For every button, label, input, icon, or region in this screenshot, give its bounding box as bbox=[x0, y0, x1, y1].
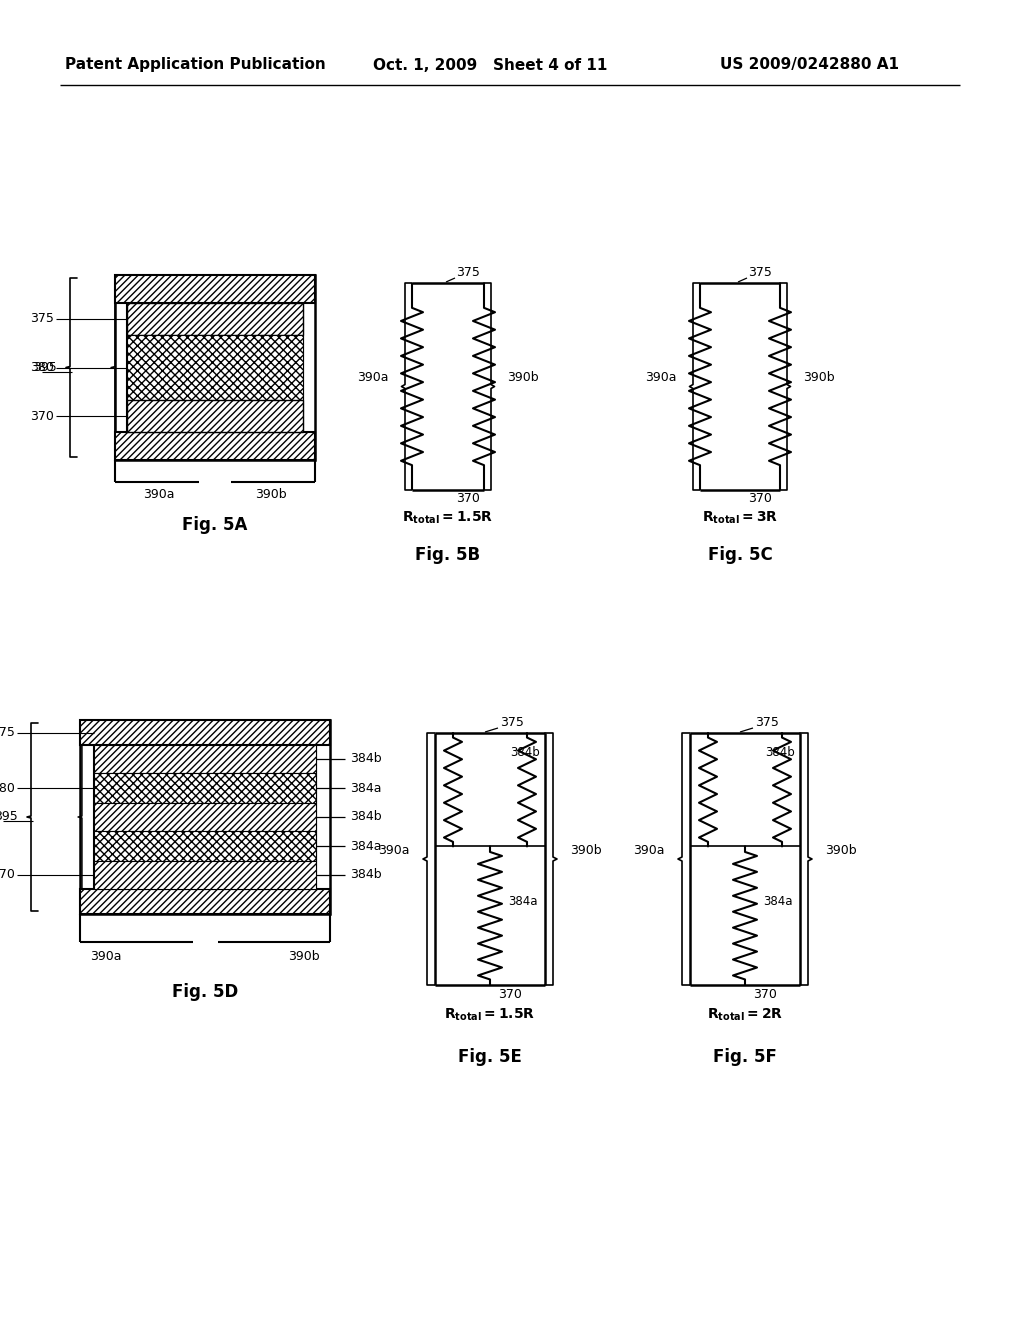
Text: Fig. 5B: Fig. 5B bbox=[416, 546, 480, 564]
Text: 384a: 384a bbox=[508, 895, 538, 908]
Bar bbox=[80, 719, 330, 744]
Text: 390b: 390b bbox=[507, 371, 539, 384]
Bar bbox=[94, 861, 316, 888]
Text: 375: 375 bbox=[456, 267, 480, 280]
Bar bbox=[115, 432, 315, 459]
Text: $\mathbf{R_{total} = 3R}$: $\mathbf{R_{total} = 3R}$ bbox=[701, 510, 778, 527]
Bar bbox=[127, 304, 303, 335]
Text: Fig. 5A: Fig. 5A bbox=[182, 516, 248, 535]
Text: Fig. 5C: Fig. 5C bbox=[708, 546, 772, 564]
Bar bbox=[127, 335, 303, 400]
Bar bbox=[115, 275, 315, 304]
Text: 375: 375 bbox=[30, 313, 54, 326]
Text: 390a: 390a bbox=[645, 371, 677, 384]
Text: 390b: 390b bbox=[289, 949, 319, 962]
Text: 395: 395 bbox=[0, 810, 18, 824]
Text: 390a: 390a bbox=[357, 371, 389, 384]
Text: 380: 380 bbox=[30, 360, 54, 374]
Text: 390b: 390b bbox=[255, 488, 287, 502]
Text: Fig. 5D: Fig. 5D bbox=[172, 983, 239, 1001]
Bar bbox=[127, 400, 303, 432]
Text: 390b: 390b bbox=[570, 843, 602, 857]
Text: $\mathbf{R_{total} = 2R}$: $\mathbf{R_{total} = 2R}$ bbox=[707, 1007, 783, 1023]
Text: Oct. 1, 2009   Sheet 4 of 11: Oct. 1, 2009 Sheet 4 of 11 bbox=[373, 58, 607, 73]
Text: Fig. 5F: Fig. 5F bbox=[713, 1048, 777, 1067]
Text: 370: 370 bbox=[30, 409, 54, 422]
Text: 384b: 384b bbox=[350, 752, 382, 766]
Text: 375: 375 bbox=[0, 726, 15, 739]
Bar bbox=[94, 744, 316, 774]
Text: 375: 375 bbox=[755, 717, 779, 730]
Text: 395: 395 bbox=[33, 360, 57, 374]
Text: 384b: 384b bbox=[350, 810, 382, 824]
Bar bbox=[80, 888, 330, 913]
Bar bbox=[94, 774, 316, 803]
Bar bbox=[94, 832, 316, 861]
Text: 390a: 390a bbox=[634, 843, 665, 857]
Text: 370: 370 bbox=[0, 869, 15, 882]
Text: 384b: 384b bbox=[510, 747, 540, 759]
Text: 384b: 384b bbox=[765, 747, 795, 759]
Text: 380: 380 bbox=[0, 781, 15, 795]
Text: $\mathbf{R_{total} = 1.5R}$: $\mathbf{R_{total} = 1.5R}$ bbox=[402, 510, 494, 527]
Text: $\mathbf{R_{total} = 1.5R}$: $\mathbf{R_{total} = 1.5R}$ bbox=[444, 1007, 536, 1023]
Text: 375: 375 bbox=[748, 267, 772, 280]
Bar bbox=[80, 719, 330, 913]
Text: 370: 370 bbox=[748, 491, 772, 504]
Text: 370: 370 bbox=[498, 989, 522, 1002]
Text: 384a: 384a bbox=[350, 781, 382, 795]
Text: 390a: 390a bbox=[379, 843, 410, 857]
Bar bbox=[115, 275, 315, 459]
Bar bbox=[94, 744, 316, 888]
Text: 390a: 390a bbox=[143, 488, 175, 502]
Text: 370: 370 bbox=[753, 989, 777, 1002]
Text: 390b: 390b bbox=[803, 371, 835, 384]
Text: US 2009/0242880 A1: US 2009/0242880 A1 bbox=[721, 58, 899, 73]
Text: Patent Application Publication: Patent Application Publication bbox=[65, 58, 326, 73]
Text: 390b: 390b bbox=[825, 843, 857, 857]
Bar bbox=[127, 304, 303, 432]
Bar bbox=[94, 803, 316, 832]
Text: 375: 375 bbox=[500, 717, 524, 730]
Text: 390a: 390a bbox=[90, 949, 122, 962]
Text: 384a: 384a bbox=[350, 840, 382, 853]
Text: Fig. 5E: Fig. 5E bbox=[458, 1048, 522, 1067]
Text: 384b: 384b bbox=[350, 869, 382, 882]
Text: 384a: 384a bbox=[763, 895, 793, 908]
Text: 370: 370 bbox=[456, 491, 480, 504]
